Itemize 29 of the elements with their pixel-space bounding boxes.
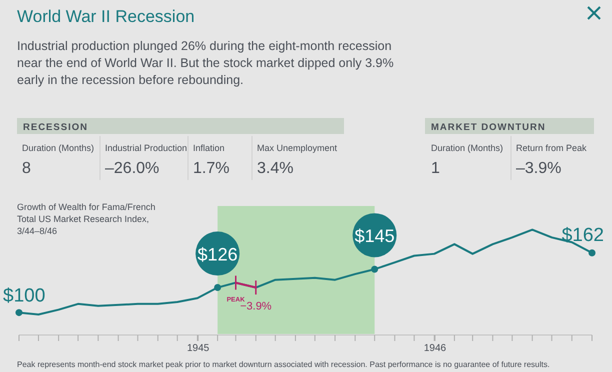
text: –3.9% <box>516 160 562 177</box>
x-tick-label: 1946 <box>424 343 447 354</box>
point <box>371 266 378 273</box>
text: Peak represents month-end stock market peak prior to market downturn associated with recession. Past performance is no guarantee of future results. <box>17 360 550 369</box>
data-label: $145 <box>354 226 395 246</box>
data-label: $162 <box>562 224 604 246</box>
text: 3.4% <box>257 160 294 177</box>
text: Duration (Months) <box>431 143 504 153</box>
text: Return from Peak <box>516 143 588 153</box>
text: 1.7% <box>193 160 230 177</box>
point <box>16 309 22 316</box>
chart-title: Growth of Wealth for Fama/French Total US Market Research Index, 3/44–8/46 <box>17 202 156 236</box>
data-label: $126 <box>198 244 238 265</box>
x-tick-label: 1945 <box>186 343 210 354</box>
text: World War II Recession <box>17 7 195 26</box>
data-label: $100 <box>3 286 46 307</box>
text: MARKET DOWNTURN <box>431 122 546 133</box>
point <box>214 284 222 292</box>
text: –26.0% <box>105 160 160 177</box>
text: 8 <box>22 160 31 177</box>
text: 1 <box>431 160 440 177</box>
text: Inflation <box>193 143 225 153</box>
text: RECESSION <box>23 122 88 133</box>
text: Industrial Production <box>105 143 188 153</box>
text: Duration (Months) <box>22 143 94 153</box>
point <box>588 249 596 256</box>
annotation: −3.9% <box>240 300 272 313</box>
text: Industrial production plunged 26% during the eight-month recession near the end of World War II. But the stock market dipped only 3.9% early in the recession before rebounding. <box>17 39 394 87</box>
text: Max Unemployment <box>257 143 338 153</box>
